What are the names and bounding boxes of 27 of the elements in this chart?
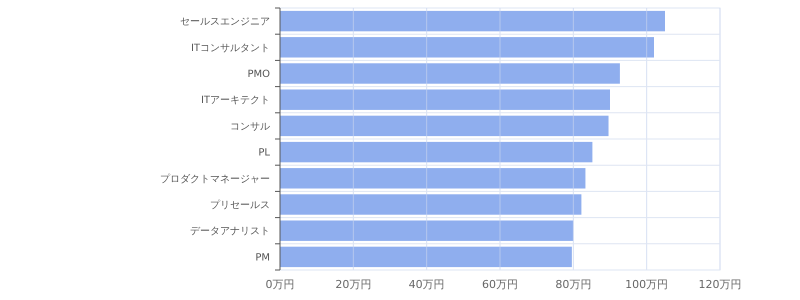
y-tick-label: コンサル (230, 121, 270, 132)
y-tick-label: PMO (247, 69, 270, 80)
x-tick-label: 100万円 (625, 278, 668, 291)
bar (280, 194, 582, 215)
bar (280, 116, 609, 136)
bar (280, 168, 586, 189)
y-tick-label: PL (258, 148, 270, 159)
y-tick-label: PM (255, 252, 270, 264)
bar (280, 142, 592, 162)
y-tick-label: ITアーキテクト (200, 95, 270, 106)
y-tick-label: データアナリスト (190, 226, 270, 238)
x-tick-label: 20万円 (335, 278, 372, 291)
bar (280, 246, 572, 268)
x-tick-label: 0万円 (266, 278, 294, 291)
bar (280, 89, 610, 110)
x-tick-label: 80万円 (555, 278, 592, 291)
x-tick-label: 120万円 (698, 278, 742, 291)
x-tick-label: 60万円 (482, 278, 518, 291)
y-tick-label: プロダクトマネージャー (160, 172, 270, 185)
y-tick-label: ITコンサルタント (190, 42, 270, 54)
x-tick-label: 40万円 (408, 278, 445, 291)
y-tick-label: プリセールス (210, 199, 270, 211)
bar (280, 63, 620, 84)
bar (280, 10, 665, 32)
bar (280, 220, 574, 241)
bar (280, 37, 654, 58)
y-tick-label: セールスエンジニア (180, 16, 270, 28)
